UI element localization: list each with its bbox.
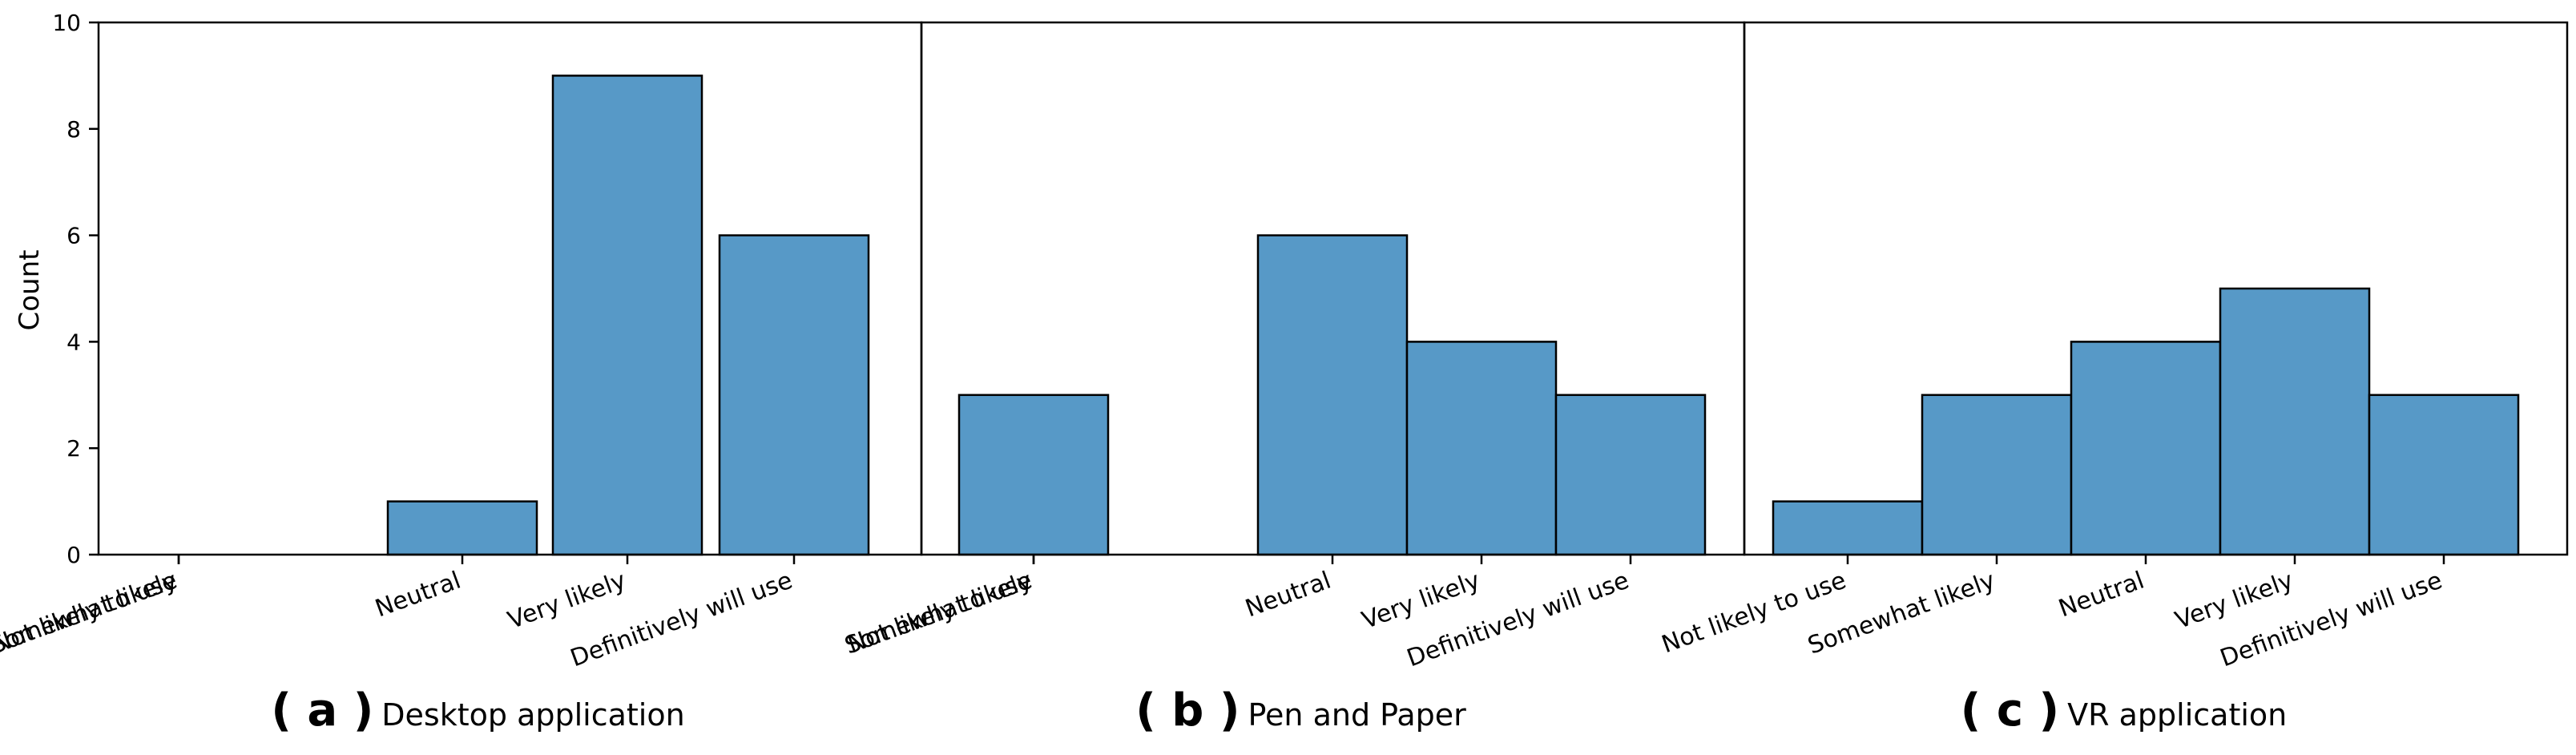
caption-text-2: Pen and Paper <box>1248 697 1466 733</box>
bar-3-2 <box>1921 394 2073 556</box>
bar-2-3 <box>1256 234 1409 556</box>
y-tick-label-4: 8 <box>67 116 81 143</box>
caption-letter-1: ( a ) <box>271 684 373 737</box>
x-tick-label-1-3: Neutral <box>372 567 465 624</box>
caption-text-1: Desktop application <box>381 697 684 733</box>
x-tick-label-3-3: Neutral <box>2055 567 2148 624</box>
bar-3-1 <box>1772 500 1924 556</box>
bar-1-5 <box>718 234 870 556</box>
y-tick-label-1: 2 <box>67 435 81 462</box>
x-tick-label-2-3: Neutral <box>1242 567 1335 624</box>
y-tick-label-0: 0 <box>67 542 81 568</box>
bar-2-4 <box>1405 341 1558 556</box>
panel-frame-3 <box>1743 21 2569 556</box>
x-tick-label-1-2: Somewhat likely <box>0 567 181 660</box>
y-axis-title: Count <box>14 250 46 331</box>
bar-2-5 <box>1554 394 1707 556</box>
bar-3-3 <box>2070 341 2222 556</box>
panel-caption-1: ( a ) Desktop application <box>271 684 684 737</box>
bar-3-5 <box>2368 394 2520 556</box>
bar-3-4 <box>2219 287 2371 556</box>
panel-caption-2: ( b ) Pen and Paper <box>1135 684 1466 737</box>
bar-1-4 <box>551 75 703 556</box>
caption-text-3: VR application <box>2067 697 2287 733</box>
x-tick-label-2-2: Somewhat likely <box>841 567 1036 660</box>
panel-caption-3: ( c ) VR application <box>1961 684 2287 737</box>
y-tick-label-3: 6 <box>67 223 81 249</box>
y-tick-label-5: 10 <box>52 10 81 36</box>
bar-2-1 <box>957 394 1110 556</box>
caption-letter-3: ( c ) <box>1961 684 2059 737</box>
caption-letter-2: ( b ) <box>1135 684 1240 737</box>
x-tick-label-1-4: Very likely <box>504 567 629 635</box>
y-tick-label-2: 4 <box>67 329 81 355</box>
bar-1-3 <box>386 500 538 556</box>
